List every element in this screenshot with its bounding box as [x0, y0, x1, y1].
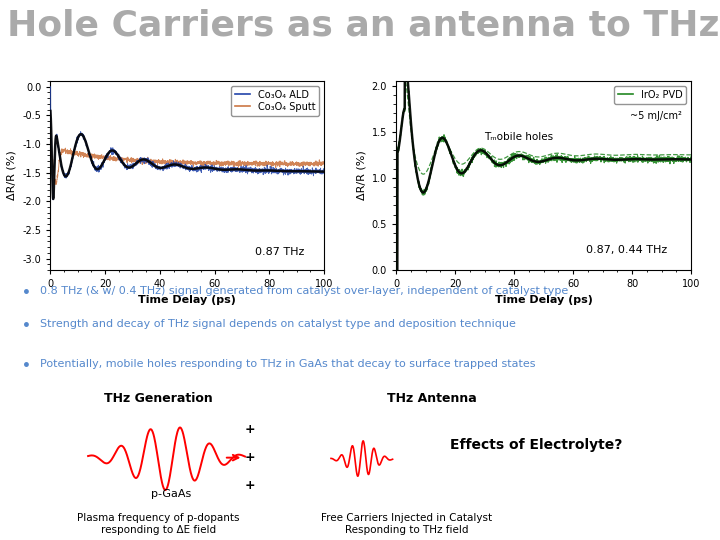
Text: Effects of Electrolyte?: Effects of Electrolyte? — [450, 438, 622, 453]
Text: Strength and decay of THz signal depends on catalyst type and deposition techniq: Strength and decay of THz signal depends… — [40, 319, 516, 329]
Text: 0.87 THz: 0.87 THz — [256, 247, 305, 256]
Text: +: + — [245, 423, 256, 436]
Text: •: • — [22, 286, 30, 300]
Text: -: - — [60, 423, 66, 436]
Text: +: + — [245, 479, 256, 492]
Text: •: • — [22, 319, 30, 333]
Text: 0.87, 0.44 THz: 0.87, 0.44 THz — [586, 245, 667, 255]
Text: Free Carriers Injected in Catalyst
Responding to THz field: Free Carriers Injected in Catalyst Respo… — [321, 513, 492, 535]
Text: Tₘobile holes: Tₘobile holes — [485, 132, 554, 142]
Text: -: - — [60, 451, 66, 464]
Text: •: • — [22, 359, 30, 373]
Text: THz Antenna: THz Antenna — [387, 392, 477, 404]
Text: Potentially, mobile holes responding to THz in GaAs that decay to surface trappe: Potentially, mobile holes responding to … — [40, 359, 535, 369]
Legend: Co₃O₄ ALD, Co₃O₄ Sputt: Co₃O₄ ALD, Co₃O₄ Sputt — [231, 86, 319, 116]
Text: Plasma frequency of p-dopants
responding to ΔE field: Plasma frequency of p-dopants responding… — [77, 513, 240, 535]
Text: Hole Carriers as an antenna to THz?: Hole Carriers as an antenna to THz? — [7, 8, 720, 42]
Text: -: - — [60, 479, 66, 492]
Text: p-GaAs: p-GaAs — [151, 489, 191, 498]
Legend: IrO₂ PVD: IrO₂ PVD — [614, 86, 686, 104]
Text: 0.8 THz (& w/ 0.4 THz) signal generated from catalyst over-layer, independent of: 0.8 THz (& w/ 0.4 THz) signal generated … — [40, 286, 568, 296]
Text: THz Generation: THz Generation — [104, 392, 213, 404]
Text: +: + — [245, 451, 256, 464]
Y-axis label: ΔR/R (%): ΔR/R (%) — [6, 151, 17, 200]
X-axis label: Time Delay (ps): Time Delay (ps) — [495, 295, 593, 305]
X-axis label: Time Delay (ps): Time Delay (ps) — [138, 295, 236, 305]
Y-axis label: ΔR/R (%): ΔR/R (%) — [356, 151, 366, 200]
Text: ~5 mJ/cm²: ~5 mJ/cm² — [631, 111, 683, 122]
